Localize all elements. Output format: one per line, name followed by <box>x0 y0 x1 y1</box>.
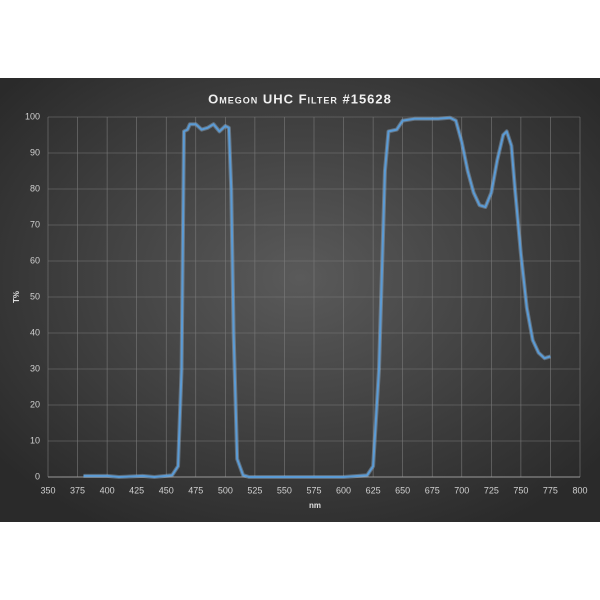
y-tick-label: 0 <box>35 471 40 481</box>
x-tick-label: 750 <box>513 485 528 495</box>
x-tick-label: 775 <box>543 485 558 495</box>
x-tick-label: 500 <box>218 485 233 495</box>
y-tick-label: 70 <box>30 219 40 229</box>
x-tick-label: 425 <box>129 485 144 495</box>
y-tick-label: 50 <box>30 291 40 301</box>
x-tick-label: 575 <box>306 485 321 495</box>
x-tick-label: 400 <box>100 485 115 495</box>
y-tick-label: 30 <box>30 363 40 373</box>
x-axis-title: nm <box>309 501 321 510</box>
y-tick-label: 10 <box>30 435 40 445</box>
y-tick-label: 80 <box>30 183 40 193</box>
x-tick-label: 625 <box>366 485 381 495</box>
x-tick-label: 525 <box>247 485 262 495</box>
x-tick-label: 475 <box>188 485 203 495</box>
y-tick-label: 20 <box>30 399 40 409</box>
x-tick-label: 700 <box>454 485 469 495</box>
x-tick-label: 450 <box>159 485 174 495</box>
x-tick-label: 375 <box>70 485 85 495</box>
chart-title: Omegon UHC Filter #15628 <box>208 91 392 106</box>
y-tick-label: 60 <box>30 255 40 265</box>
x-tick-label: 600 <box>336 485 351 495</box>
x-tick-label: 675 <box>425 485 440 495</box>
x-tick-label: 725 <box>484 485 499 495</box>
x-tick-label: 650 <box>395 485 410 495</box>
x-tick-label: 800 <box>572 485 587 495</box>
y-tick-label: 40 <box>30 327 40 337</box>
line <box>83 116 551 478</box>
x-tick-label: 350 <box>40 485 55 495</box>
y-axis-title: T% <box>12 291 21 303</box>
y-tick-label: 100 <box>25 111 40 121</box>
x-tick-label: 550 <box>277 485 292 495</box>
y-tick-label: 90 <box>30 147 40 157</box>
